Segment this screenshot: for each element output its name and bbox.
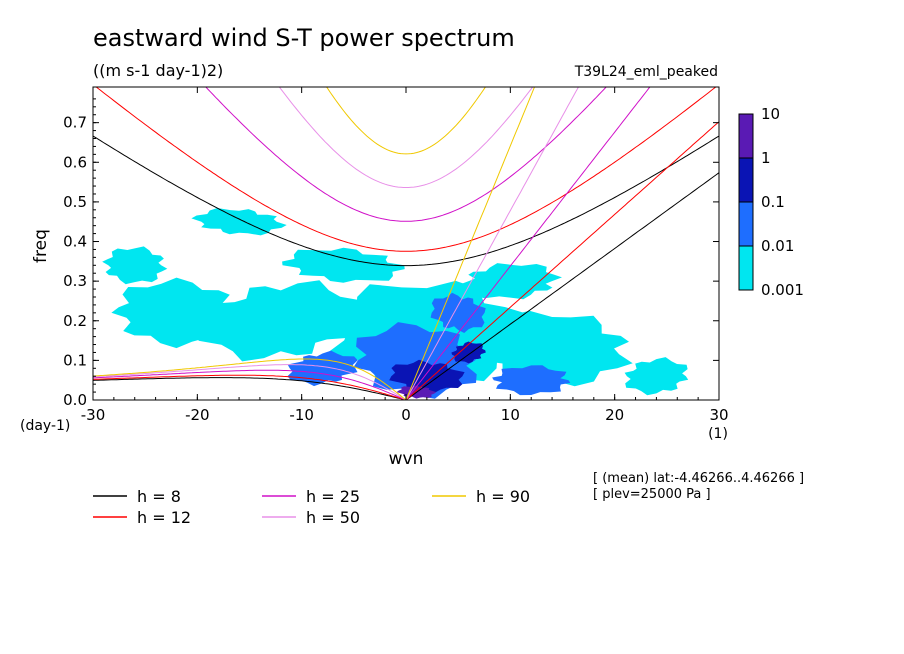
- spectrum-contour-patch: [492, 365, 571, 396]
- gravity-wave-curve: [205, 87, 607, 222]
- rossby-wave-curve: [93, 369, 407, 400]
- legend-label: h = 8: [137, 487, 181, 506]
- kelvin-wave-curve: [405, 87, 536, 400]
- gravity-wave-curve: [95, 87, 717, 252]
- y-tick-label: 0.5: [63, 193, 87, 211]
- kelvin-wave-curve: [405, 87, 580, 400]
- gravity-wave-curve: [278, 87, 534, 188]
- colorbar-label: 0.001: [761, 281, 804, 299]
- spectrum-contour-patch: [191, 208, 287, 236]
- x-axis-label: wvn: [389, 449, 424, 469]
- x-tick-label: -10: [289, 406, 314, 424]
- x-axis: -30 -20 -10 0 10 20 30: [81, 87, 729, 424]
- y-tick-label: 0.3: [63, 272, 87, 290]
- kelvin-wave-curve: [405, 172, 719, 400]
- colorbar-segment: [738, 201, 754, 247]
- x-tick-label: 10: [501, 406, 520, 424]
- x-tick-label: 20: [605, 406, 624, 424]
- x-tick-label: 30: [709, 406, 728, 424]
- spectrum-contour-patch: [458, 263, 562, 300]
- y-tick-label: 0.2: [63, 312, 87, 330]
- colorbar-label: 1: [761, 149, 771, 167]
- x-axis-unit: (1): [708, 426, 728, 442]
- y-tick-label: 0.1: [63, 351, 87, 369]
- spectrum-contour-patch: [430, 292, 486, 333]
- spectrum-contour-patch: [389, 359, 465, 393]
- legend-label: h = 12: [137, 508, 191, 527]
- rossby-wave-curve: [93, 358, 407, 400]
- mean-latitude-note: [ (mean) lat:-4.46266..4.46266 ]: [593, 471, 804, 486]
- run-name: T39L24_eml_peaked: [574, 64, 718, 80]
- x-tick-label: 0: [401, 406, 411, 424]
- rossby-wave-curve: [93, 364, 407, 400]
- gravity-wave-curve: [326, 87, 487, 155]
- spectrum-shading: [102, 208, 689, 399]
- spectrum-contour-patch: [198, 280, 364, 362]
- legend: h = 8 h = 25 h = 90 h = 12 h = 50: [93, 487, 530, 527]
- pressure-level-note: [ plev=25000 Pa ]: [593, 487, 711, 502]
- colorbar-label: 0.1: [761, 193, 785, 211]
- y-tick-label: 0.0: [63, 391, 87, 409]
- legend-label: h = 50: [306, 508, 360, 527]
- dispersion-curves: [93, 87, 719, 400]
- kelvin-wave-curve: [405, 121, 719, 400]
- spectrum-contour-patch: [471, 310, 633, 387]
- chart-title: eastward wind S-T power spectrum: [93, 24, 515, 52]
- colorbar-label: 0.01: [761, 237, 794, 255]
- legend-label: h = 25: [306, 487, 360, 506]
- colorbar-segment: [738, 245, 754, 291]
- x-tick-label: -30: [81, 406, 106, 424]
- rossby-wave-curve: [93, 377, 407, 400]
- y-tick-label: 0.4: [63, 233, 87, 251]
- colorbar: 10 1 0.1 0.01 0.001: [738, 105, 804, 299]
- y-axis-label: freq: [31, 229, 51, 263]
- spectrum-contour-patch: [624, 357, 689, 396]
- y-tick-label: 0.7: [63, 114, 87, 132]
- spectrum-contour-patch: [282, 247, 405, 283]
- y-axis-unit: (day-1): [20, 418, 70, 434]
- kelvin-wave-curve: [405, 87, 651, 400]
- chart-units: ((m s-1 day-1)2): [93, 61, 223, 80]
- colorbar-segment: [738, 157, 754, 203]
- y-axis: 0.0 0.1 0.2 0.3 0.4 0.5 0.6 0.7: [63, 98, 719, 409]
- rossby-wave-curve: [93, 374, 407, 400]
- spectrum-contour-patch: [451, 341, 486, 364]
- legend-label: h = 90: [476, 487, 530, 506]
- y-tick-label: 0.6: [63, 153, 87, 171]
- spectrum-contour-patch: [102, 246, 168, 285]
- colorbar-segment: [738, 113, 754, 159]
- x-tick-label: -20: [185, 406, 210, 424]
- gravity-wave-curve: [93, 135, 719, 267]
- colorbar-label: 10: [761, 105, 780, 123]
